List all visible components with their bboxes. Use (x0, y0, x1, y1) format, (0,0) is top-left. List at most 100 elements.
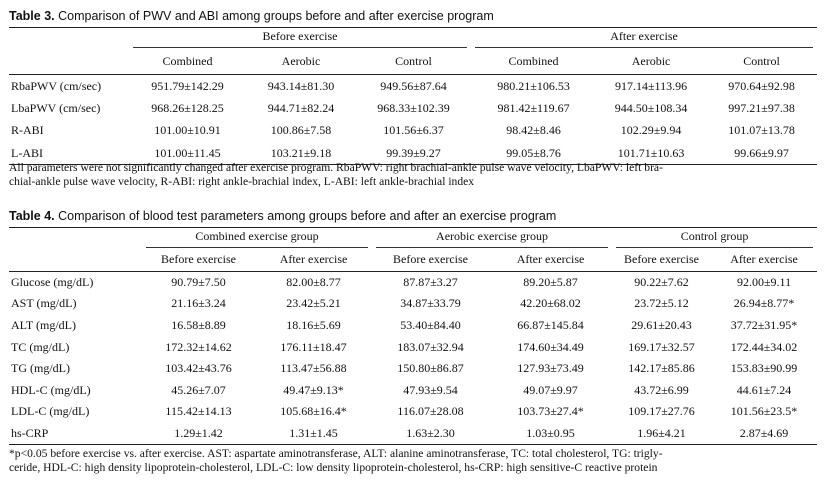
table-cell: 101.56±6.37 (383, 123, 444, 138)
table-row: LbaPWV (cm/sec) 968.26±128.25 944.71±82.… (9, 97, 817, 120)
table-cell: 917.14±113.96 (614, 78, 688, 93)
table-cell: 153.83±90.99 (730, 361, 798, 376)
table-cell: 943.14±81.30 (267, 78, 335, 93)
row-label: R-ABI (11, 123, 44, 138)
row-label: RbaPWV (cm/sec) (11, 78, 102, 93)
table-cell: 49.47±9.13* (283, 382, 344, 397)
table-cell: 105.68±16.4* (280, 404, 347, 419)
table-cell: 47.93±9.54 (403, 382, 458, 397)
table-cell: 98.42±8.46 (506, 123, 561, 138)
table3: Before exercise After exercise Combined … (9, 27, 818, 165)
table-cell: 66.87±145.84 (517, 317, 584, 332)
table-cell: 101.07±13.78 (728, 123, 795, 138)
row-label: TG (mg/dL) (11, 361, 70, 376)
table-cell: 2.87±4.69 (739, 425, 789, 440)
table-cell: 89.20±5.87 (523, 275, 578, 290)
row-label: LbaPWV (cm/sec) (11, 100, 101, 115)
row-label: TC (mg/dL) (11, 339, 70, 354)
table-cell: 101.00±11.45 (154, 145, 221, 160)
table-cell: 16.58±8.89 (171, 317, 226, 332)
table4-caption: Table 4. Comparison of blood test parame… (9, 209, 556, 223)
table4-column-header-row: Before exercise After exercise Before ex… (9, 248, 818, 272)
table-cell: 37.72±31.95* (730, 317, 798, 332)
table4-caption-label: Table 4. (9, 209, 55, 223)
table4-col-header: Before exercise (372, 248, 489, 272)
table-cell: 103.42±43.76 (165, 361, 232, 376)
table4-col-header: After exercise (489, 248, 613, 272)
table-cell: 21.16±3.24 (171, 296, 226, 311)
table4: Combined exercise group Aerobic exercise… (9, 227, 818, 445)
table3-column-header-row: Combined Aerobic Control Combined Aerobi… (9, 48, 818, 75)
table3-col-header: Combined (471, 48, 597, 75)
table-cell: 172.32±14.62 (165, 339, 232, 354)
table-cell: 43.72±6.99 (634, 382, 689, 397)
row-label: ALT (mg/dL) (11, 317, 76, 332)
table-cell: 45.26±7.07 (171, 382, 226, 397)
table3-footnote-line: chial-ankle pulse wave velocity, R-ABI: … (9, 175, 475, 188)
table-cell: 90.22±7.62 (634, 275, 689, 290)
table-cell: 103.21±9.18 (270, 145, 332, 160)
table4-footnote-line: *p<0.05 before exercise vs. after exerci… (9, 447, 663, 460)
table-cell: 944.71±82.24 (267, 100, 335, 115)
table-cell: 150.80±86.87 (397, 361, 464, 376)
table-cell: 183.07±32.94 (397, 339, 464, 354)
table-cell: 949.56±87.64 (380, 78, 447, 93)
table-cell: 100.86±7.58 (270, 123, 332, 138)
row-label: Glucose (mg/dL) (11, 275, 94, 290)
table-row: Glucose (mg/dL) 90.79±7.50 82.00±8.77 87… (9, 272, 817, 294)
table4-caption-text: Comparison of blood test parameters amon… (58, 209, 557, 223)
table4-col-header: After exercise (711, 248, 818, 272)
table-row: ALT (mg/dL) 16.58±8.89 18.16±5.69 53.40±… (9, 315, 817, 337)
table-row: RbaPWV (cm/sec) 951.79±142.29 943.14±81.… (9, 75, 817, 98)
table-cell: 26.94±8.77* (733, 296, 795, 311)
table-cell: 101.56±23.5* (730, 404, 798, 419)
table-cell: 174.60±34.49 (517, 339, 584, 354)
table-row: TC (mg/dL) 172.32±14.62 176.11±18.47 183… (9, 336, 817, 358)
table-cell: 109.17±27.76 (628, 404, 695, 419)
table-cell: 92.00±9.11 (736, 275, 792, 290)
table-cell: 29.61±20.43 (631, 317, 692, 332)
table-cell: 87.87±3.27 (403, 275, 458, 290)
table4-footnote: *p<0.05 before exercise vs. after exerci… (9, 447, 819, 475)
table-cell: 44.61±7.24 (736, 382, 792, 397)
table-cell: 981.42±119.67 (497, 100, 570, 115)
table-cell: 1.03±0.95 (526, 425, 575, 440)
table-cell: 968.26±128.25 (151, 100, 224, 115)
table-cell: 99.39±9.27 (386, 145, 441, 160)
row-label: AST (mg/dL) (11, 296, 77, 311)
table4-group-combined: Combined exercise group (142, 228, 372, 249)
table-cell: 34.87±33.79 (400, 296, 461, 311)
table4-col-header: Before exercise (142, 248, 255, 272)
table-cell: 1.29±1.42 (174, 425, 223, 440)
table-row: HDL-C (mg/dL) 45.26±7.07 49.47±9.13* 47.… (9, 379, 817, 401)
table3-caption: Table 3. Comparison of PWV and ABI among… (9, 9, 494, 23)
table-cell: 127.93±73.49 (517, 361, 584, 376)
table3-group-before: Before exercise (129, 28, 471, 49)
table-cell: 42.20±68.02 (520, 296, 581, 311)
table-cell: 142.17±85.86 (628, 361, 695, 376)
table-cell: 99.05±8.76 (506, 145, 561, 160)
table-cell: 82.00±8.77 (286, 275, 341, 290)
table3-col-header: Control (356, 48, 472, 75)
table4-group-control: Control group (612, 228, 817, 249)
table-cell: 53.40±84.40 (400, 317, 461, 332)
table-cell: 944.50±108.34 (614, 100, 688, 115)
table-row: LDL-C (mg/dL) 115.42±14.13 105.68±16.4* … (9, 401, 817, 423)
table-row: hs-CRP 1.29±1.42 1.31±1.45 1.63±2.30 1.0… (9, 423, 817, 445)
table-cell: 970.64±92.98 (728, 78, 795, 93)
table-cell: 997.21±97.38 (728, 100, 795, 115)
table-cell: 169.17±32.57 (628, 339, 695, 354)
table-row: L-ABI 101.00±11.45 103.21±9.18 99.39±9.2… (9, 142, 817, 165)
table-cell: 101.71±10.63 (617, 145, 685, 160)
table-cell: 1.31±1.45 (289, 425, 338, 440)
table3-col-header: Control (706, 48, 818, 75)
table-cell: 102.29±9.94 (620, 123, 682, 138)
table-cell: 116.07±28.08 (397, 404, 464, 419)
table-cell: 1.96±4.21 (637, 425, 686, 440)
table3-footnote-line: All parameters were not significantly ch… (9, 161, 663, 174)
table-cell: 103.73±27.4* (517, 404, 584, 419)
table-cell: 951.79±142.29 (151, 78, 224, 93)
table-cell: 115.42±14.13 (165, 404, 232, 419)
row-label: hs-CRP (11, 425, 49, 440)
table3-group-after: After exercise (471, 28, 817, 49)
